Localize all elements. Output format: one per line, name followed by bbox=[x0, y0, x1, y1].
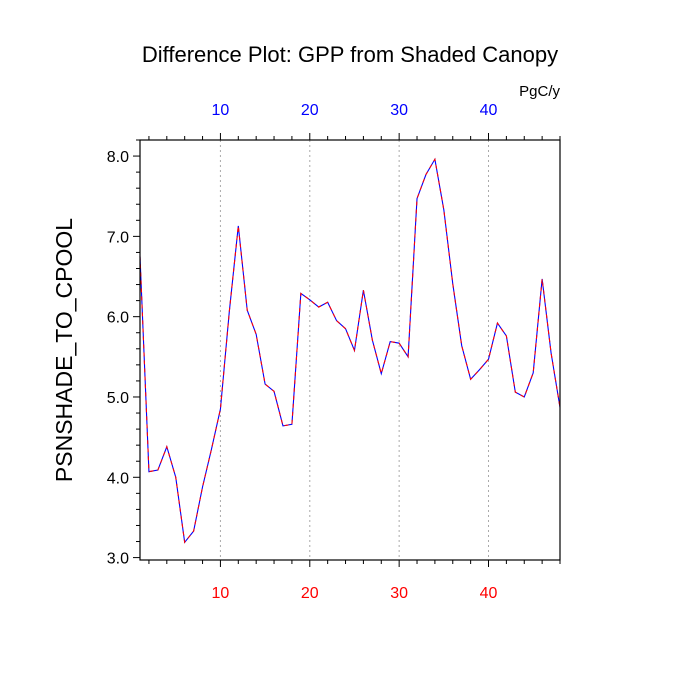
plot-frame bbox=[139, 139, 561, 561]
y-tick-label: 7.0 bbox=[107, 229, 129, 246]
axis-ticks bbox=[133, 133, 561, 567]
x-tick-label-bottom: 20 bbox=[301, 585, 319, 602]
y-tick-label: 8.0 bbox=[107, 149, 129, 166]
plot-border bbox=[139, 139, 561, 561]
series-lines bbox=[139, 157, 561, 544]
x-tick-label-bottom: 10 bbox=[212, 585, 230, 602]
x-tick-label-top: 40 bbox=[480, 102, 498, 119]
chart-title: Difference Plot: GPP from Shaded Canopy bbox=[142, 42, 558, 67]
series-line-secondary bbox=[139, 157, 561, 544]
x-tick-label-bottom: 40 bbox=[480, 585, 498, 602]
x-tick-label-top: 10 bbox=[212, 102, 230, 119]
x-tick-label-bottom: 30 bbox=[390, 585, 408, 602]
y-tick-label: 5.0 bbox=[107, 390, 129, 407]
tick-labels: 3.0 4.0 5.0 6.0 7.0 8.0 10 20 30 40 10 20 30 40 bbox=[107, 102, 498, 602]
y-tick-label: 3.0 bbox=[107, 551, 129, 568]
y-axis-label: PSNSHADE_TO_CPOOL bbox=[51, 218, 77, 482]
y-tick-label: 4.0 bbox=[107, 470, 129, 487]
x-tick-label-top: 20 bbox=[301, 102, 319, 119]
units-label: PgC/y bbox=[519, 83, 560, 100]
grid-lines bbox=[219, 140, 490, 560]
x-tick-label-top: 30 bbox=[390, 102, 408, 119]
y-tick-label: 6.0 bbox=[107, 310, 129, 327]
